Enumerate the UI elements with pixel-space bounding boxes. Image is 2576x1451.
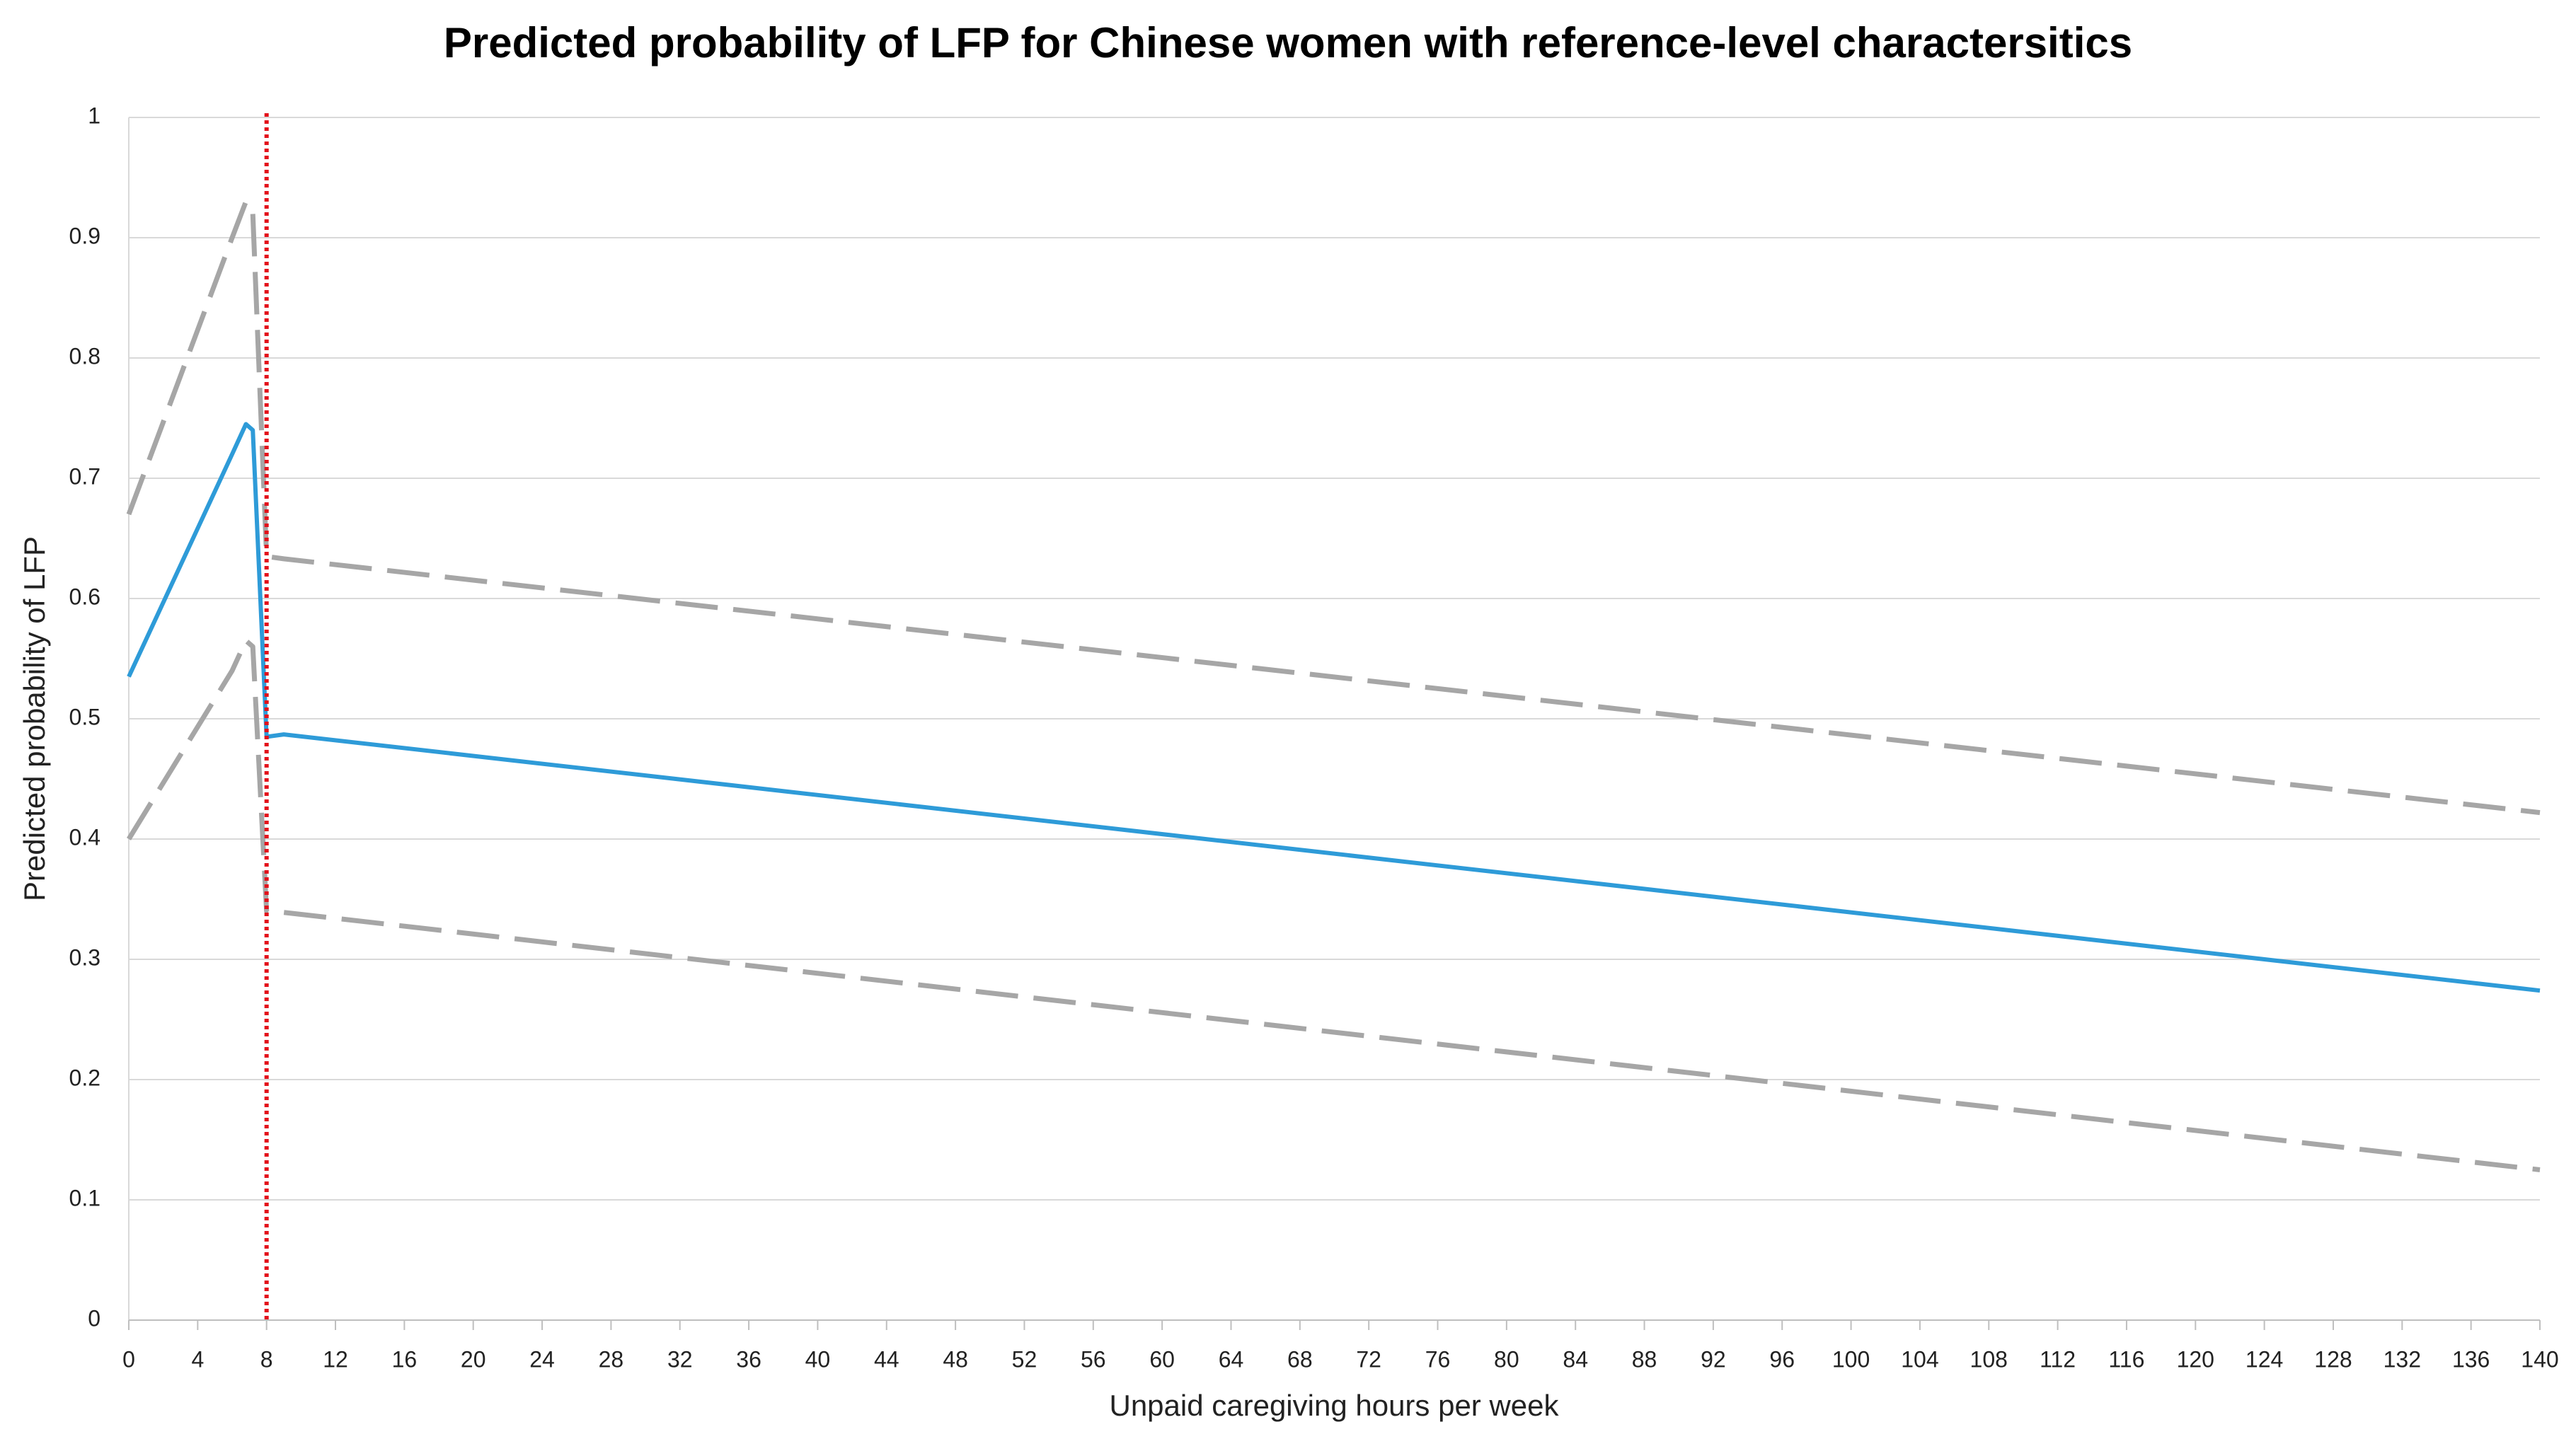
x-tick-label: 28: [599, 1346, 624, 1372]
y-tick-label: 0: [88, 1305, 100, 1331]
x-tick-label: 60: [1149, 1346, 1175, 1372]
prediction-line: [127, 422, 2541, 993]
x-tick-label: 44: [874, 1346, 899, 1372]
x-tick-label: 12: [323, 1346, 348, 1372]
x-tick-label: 124: [2246, 1346, 2283, 1372]
x-tick-label: 112: [2040, 1346, 2076, 1372]
x-tick-label: 36: [736, 1346, 761, 1372]
x-tick-label: 72: [1356, 1346, 1381, 1372]
x-tick-label: 136: [2452, 1346, 2490, 1372]
x-tick-label: 104: [1901, 1346, 1938, 1372]
ci-line: [126, 199, 2541, 816]
y-tick-label: 1: [88, 103, 100, 128]
x-tick-label: 84: [1563, 1346, 1588, 1372]
x-tick-label: 92: [1701, 1346, 1726, 1372]
x-tick-label: 120: [2177, 1346, 2214, 1372]
y-tick-label: 0.3: [69, 944, 100, 970]
y-tick-label: 0.9: [69, 223, 100, 248]
x-tick-label: 116: [2108, 1346, 2144, 1372]
x-tick-label: 8: [260, 1346, 273, 1372]
y-tick-label: 0.7: [69, 463, 100, 489]
x-tick-label: 68: [1287, 1346, 1313, 1372]
y-tick-label: 0.8: [69, 343, 100, 369]
x-tick-label: 80: [1494, 1346, 1519, 1372]
x-tick-label: 32: [667, 1346, 693, 1372]
ci-line: [127, 638, 2541, 1172]
chart-title: Predicted probability of LFP for Chinese…: [444, 19, 2132, 67]
x-tick-label: 40: [805, 1346, 831, 1372]
x-tick-label: 76: [1425, 1346, 1451, 1372]
x-tick-label: 96: [1769, 1346, 1795, 1372]
x-tick-label: 100: [1832, 1346, 1870, 1372]
x-tick-label: 24: [529, 1346, 555, 1372]
y-axis-title: Predicted probability of LFP: [18, 536, 51, 901]
y-tick-label: 0.1: [69, 1185, 100, 1210]
x-tick-label: 4: [191, 1346, 204, 1372]
x-tick-label: 88: [1632, 1346, 1657, 1372]
x-tick-label: 20: [461, 1346, 486, 1372]
y-tick-label: 0.2: [69, 1065, 100, 1090]
x-tick-label: 128: [2314, 1346, 2352, 1372]
x-tick-label: 0: [122, 1346, 135, 1372]
y-tick-label: 0.5: [69, 704, 100, 729]
x-tick-label: 52: [1012, 1346, 1037, 1372]
x-tick-label: 16: [392, 1346, 418, 1372]
x-axis-title: Unpaid caregiving hours per week: [1109, 1389, 1559, 1422]
x-tick-label: 48: [943, 1346, 968, 1372]
x-tick-label: 64: [1219, 1346, 1244, 1372]
y-tick-label: 0.6: [69, 584, 100, 609]
x-tick-label: 56: [1081, 1346, 1106, 1372]
x-tick-label: 140: [2521, 1346, 2558, 1372]
x-tick-label: 108: [1970, 1346, 2008, 1372]
y-tick-label: 0.4: [69, 824, 100, 850]
x-tick-label: 132: [2384, 1346, 2421, 1372]
